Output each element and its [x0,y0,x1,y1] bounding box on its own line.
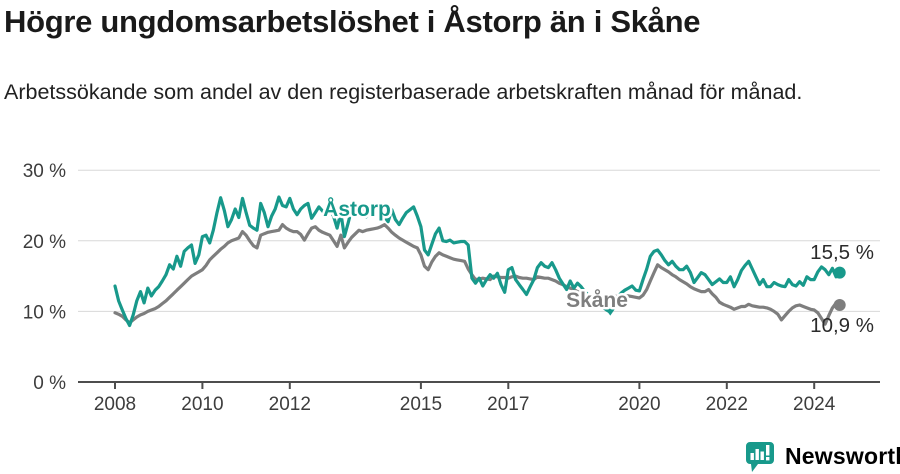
series-line-Skåne [113,223,842,326]
y-tick-label: 30 % [23,161,66,182]
end-value-label: 15,5 % [810,241,874,264]
end-dot-Åstorp [833,266,846,279]
page-title: Högre ungdomsarbetslöshet i Åstorp än i … [4,4,701,39]
end-dot-Skåne [833,299,846,312]
newsworthy-logo-text: Newsworthy [785,443,900,469]
y-tick-label: 10 % [23,302,66,323]
newsworthy-brand: Newsworthy [744,439,900,474]
series-label-Skåne: Skåne [566,289,628,312]
x-tick-label: 2012 [269,394,311,415]
x-tick-label: 2022 [706,394,748,415]
series-label-Åstorp: Åstorp [323,197,391,221]
speech-bubble-shape [746,442,774,472]
y-tick-label: 0 % [33,373,66,394]
x-tick-label: 2020 [618,394,660,415]
x-tick-label: 2017 [487,394,529,415]
y-tick-label: 20 % [23,232,66,253]
x-tick-label: 2010 [181,394,223,415]
x-tick-label: 2024 [793,394,836,415]
newsworthy-logo-icon [746,442,774,472]
low-point-marker [604,307,617,316]
x-tick-label: 2015 [400,394,442,415]
logo-bars-exclamation [750,445,770,461]
chart-subtitle: Arbetssökande som andel av den registerb… [4,80,803,104]
end-value-label: 10,9 % [810,314,874,337]
x-tick-label: 2008 [94,394,136,415]
series-line-Åstorp [113,195,842,328]
